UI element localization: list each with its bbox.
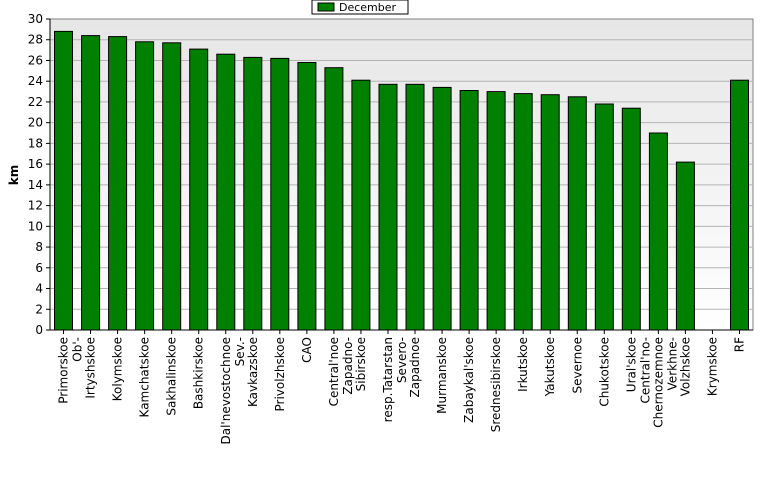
y-axis-title: km (7, 165, 21, 185)
y-tick-label: 12 (28, 199, 43, 213)
bar (648, 132, 668, 331)
bar (189, 48, 209, 331)
bar (378, 83, 398, 331)
x-tick-label: RF (733, 337, 747, 352)
x-tick-label: Central'no-Chernozemnoe (638, 337, 665, 428)
plot-area (49, 18, 754, 331)
x-tick-label: Yakutskoe (543, 337, 557, 397)
y-tick-label: 30 (28, 12, 43, 26)
x-tick-label: Zabaykal'skoe (462, 337, 476, 423)
x-tick-label: Severnoe (570, 337, 584, 394)
y-tick-label: 14 (28, 178, 43, 192)
y-tick-label: 16 (28, 157, 43, 171)
y-tick-label: 8 (35, 240, 43, 254)
x-tick-label: Sev.-Kavkazskoe (233, 337, 260, 407)
y-tick-label: 0 (35, 323, 43, 337)
bar (513, 93, 533, 331)
x-tick-label: Murmanskoe (435, 337, 449, 414)
x-tick-label: Srednesibirskoe (489, 337, 503, 432)
x-tick-label: Privolzhskoe (273, 337, 287, 411)
bar (675, 161, 695, 331)
x-tick-label: Central'noe (327, 337, 341, 406)
bar (297, 62, 317, 331)
x-tick-label: resp.Tatarstan (381, 337, 395, 422)
y-tick-label: 6 (35, 261, 43, 275)
y-tick-label: 18 (28, 136, 43, 150)
x-tick-label: Ural'skoe (624, 337, 638, 392)
x-tick-label: Krymskoe (705, 337, 719, 396)
x-tick-label: Chukotskoe (597, 337, 611, 407)
bar (486, 91, 506, 331)
x-tick-label: Primorskoe (57, 337, 71, 404)
bar (459, 90, 479, 331)
bar (108, 36, 128, 331)
legend: December (311, 0, 409, 15)
legend-swatch (317, 2, 335, 12)
bar (135, 41, 155, 331)
y-tick-label: 10 (28, 219, 43, 233)
y-tick-label: 26 (28, 53, 43, 67)
bar (432, 86, 452, 331)
x-tick-label: Ob'-Irtyshskoe (71, 337, 98, 399)
bar (405, 83, 425, 331)
x-tick-label: Bashkirskoe (192, 337, 206, 409)
x-tick-label: Sakhalinskoe (165, 337, 179, 416)
y-tick-label: 22 (28, 95, 43, 109)
bar (270, 57, 290, 331)
y-tick-label: 24 (28, 74, 43, 88)
legend-box (311, 0, 409, 15)
x-tick-label: Verkhne-Volzhskoe (665, 337, 692, 396)
bar (54, 30, 73, 331)
x-tick-label: Kolymskoe (111, 337, 125, 401)
x-tick-label: Irkutskoe (516, 337, 530, 392)
bar (351, 79, 371, 331)
bar (324, 67, 344, 331)
legend-label: December (339, 1, 397, 14)
bar (216, 53, 236, 331)
x-tick-label: Dal'nevostochnoe (219, 337, 233, 445)
y-tick-label: 28 (28, 33, 43, 47)
bar (81, 35, 101, 331)
y-tick-label: 20 (28, 116, 43, 130)
x-tick-label: Severo-Zapadnoe (395, 337, 422, 398)
bar (621, 107, 641, 331)
x-axis-labels: Primorskoe Ob'-Irtyshskoe Kolymskoe Kamchat… (57, 330, 747, 445)
y-tick-label: 2 (35, 302, 43, 316)
x-tick-label: Zapadno-Sibirskoe (341, 337, 368, 395)
bar (567, 96, 587, 331)
bar (594, 103, 614, 331)
y-tick-label: 4 (35, 282, 43, 296)
bar (540, 94, 560, 331)
bar (730, 79, 749, 331)
x-tick-label: CAO (300, 337, 314, 363)
bar (162, 42, 182, 331)
x-tick-label: Kamchatskoe (138, 337, 152, 417)
bar (243, 56, 263, 331)
